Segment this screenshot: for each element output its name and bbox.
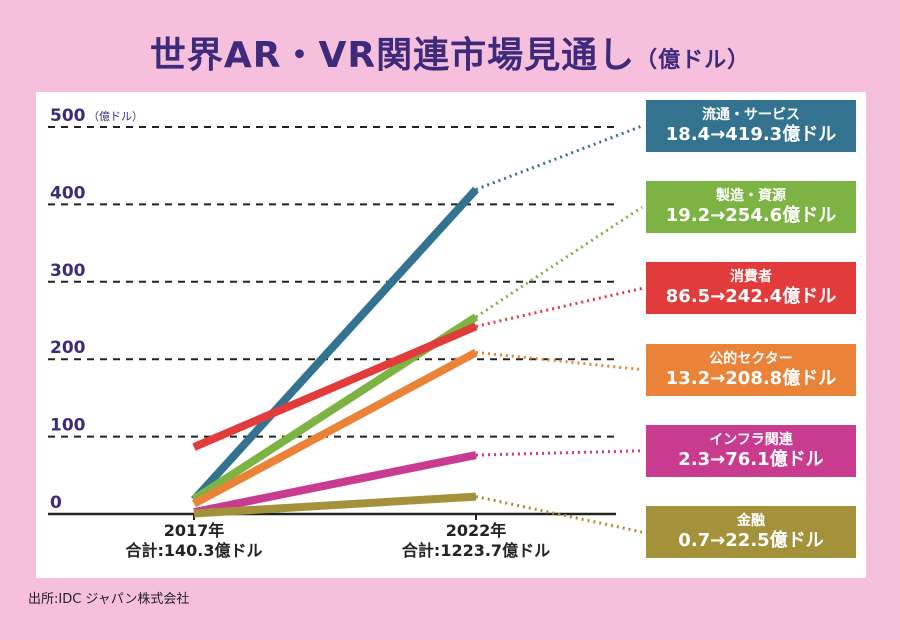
legend-range-label: 18.4→419.3億ドル [665, 124, 837, 145]
legend-series-name: 金融 [737, 513, 765, 529]
y-tick-label-100: 100 [50, 416, 86, 436]
x-total-label-1: 合計:1223.7億ドル [402, 541, 550, 560]
y-tick-label-500: 500 [50, 106, 86, 126]
connector-2 [475, 286, 643, 328]
series-line-0 [191, 186, 479, 503]
legend-item-0: 流通・サービス 18.4→419.3億ドル [646, 100, 856, 152]
legend-series-name: 公的セクター [709, 350, 793, 367]
chart-title-unit: （億ドル） [635, 48, 751, 73]
x-tick-label-1: 2022年 [446, 521, 507, 540]
series-line-5 [193, 492, 477, 518]
legend-series-name: 消費者 [730, 269, 772, 286]
legend-series-name: 製造・資源 [716, 188, 786, 205]
legend-range-label: 13.2→208.8億ドル [665, 367, 837, 389]
legend-item-5: 金融 0.7→22.5億ドル [646, 506, 856, 558]
chart-title-text: 世界AR・VR関連市場見通し [149, 35, 636, 76]
x-total-label-0: 合計:140.3億ドル [125, 541, 262, 560]
y-tick-label-300: 300 [50, 261, 86, 281]
legend-range-label: 2.3→76.1億ドル [678, 448, 824, 470]
legend-item-3: 公的セクター 13.2→208.8億ドル [646, 343, 856, 396]
source-note: 出所:IDC ジャパン株式会社 [28, 592, 190, 607]
legend-item-2: 消費者 86.5→242.4億ドル [646, 262, 856, 315]
connector-3 [475, 350, 643, 372]
legend-range-label: 0.7→22.5億ドル [678, 530, 824, 551]
legend-item-4: インフラ関連 2.3→76.1億ドル [646, 424, 856, 477]
series-line-4 [193, 451, 477, 517]
legend-series-name: インフラ関連 [709, 431, 793, 448]
series-line-3 [192, 348, 478, 508]
y-tick-label-0: 0 [50, 493, 62, 513]
y-tick-label-400: 400 [50, 183, 86, 203]
y-axis-unit: （億ドル） [88, 110, 143, 123]
series-line-2 [192, 322, 478, 451]
connector-1 [475, 205, 643, 319]
connector-5 [475, 495, 643, 534]
legend-item-1: 製造・資源 19.2→254.6億ドル [646, 181, 856, 234]
connector-4 [475, 449, 643, 457]
x-tick-label-0: 2017年 [164, 521, 225, 540]
legend-range-label: 19.2→254.6億ドル [665, 205, 837, 227]
y-tick-label-200: 200 [50, 338, 86, 358]
chart-title: 世界AR・VR関連市場見通し（億ドル） [0, 26, 900, 78]
connector-0 [475, 124, 643, 191]
legend-series-name: 流通・サービス [702, 107, 800, 123]
legend-range-label: 86.5→242.4億ドル [665, 286, 837, 308]
